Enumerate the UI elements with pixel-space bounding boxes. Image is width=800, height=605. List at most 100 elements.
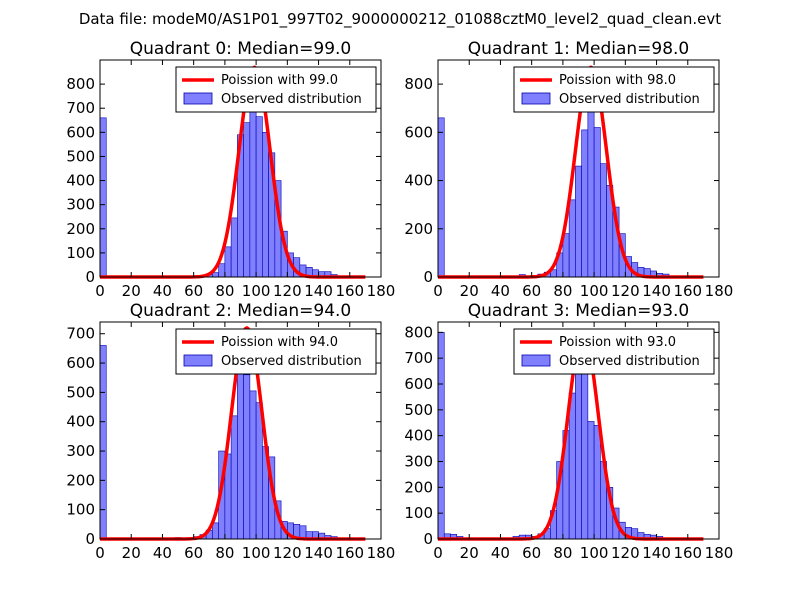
x-tick-label: 40 [153,544,172,562]
y-tick-label: 500 [66,147,95,165]
legend-box [513,328,715,375]
x-tick-label: 0 [95,282,105,300]
histogram-bar [255,402,263,540]
y-tick-label: 600 [404,123,433,141]
legend: Poission with 99.0 Observed distribution [175,66,377,113]
x-tick-label: 140 [642,282,671,300]
x-tick-label: 80 [215,544,234,562]
x-tick-label: 60 [522,282,541,300]
histogram-bar [262,132,269,278]
x-tick-label: 160 [673,544,702,562]
histogram-bar [243,374,251,540]
histogram-bar [249,390,257,540]
x-tick-label: 80 [215,282,234,300]
x-tick-label: 0 [433,544,443,562]
histogram-bars [99,95,344,278]
x-tick-label: 120 [273,544,302,562]
histogram-bar [255,116,263,278]
histogram-bar [587,107,595,278]
x-tick-label: 100 [580,282,609,300]
x-tick-label: 40 [491,544,510,562]
y-tick-label: 400 [66,172,95,190]
axes-frame [437,59,720,278]
legend: Poission with 94.0 Observed distribution [175,328,377,375]
y-tick-label: 500 [404,401,433,419]
legend-bar-swatch [521,92,551,105]
quadrant-1-chart: Quadrant 1: Median=98.0 0 20 40 60 80 100 120 14… [404,39,733,300]
x-tick-label: 180 [367,544,396,562]
histogram-bars [437,107,670,278]
histogram-bar [593,425,601,540]
legend-box [513,66,715,113]
legend-bar-swatch [183,92,213,105]
x-tick-label: 60 [184,544,203,562]
legend-label-poisson: Poission with 93.0 [559,335,676,350]
histogram-bar [587,421,595,540]
x-tick-label: 20 [460,544,479,562]
x-tick-label: 20 [460,282,479,300]
legend-label-observed: Observed distribution [221,92,362,107]
y-tick-label: 500 [66,383,95,401]
legend-label-observed: Observed distribution [559,92,700,107]
x-tick-label: 0 [433,282,443,300]
histogram-bar [568,199,576,278]
chart-title: Quadrant 1: Median=98.0 [468,39,690,59]
histogram-bar [568,392,576,540]
x-tick-label: 100 [580,544,609,562]
legend-bar-swatch [521,354,551,367]
x-tick-label: 0 [95,544,105,562]
y-tick-label: 400 [404,172,433,190]
legend-label-observed: Observed distribution [559,354,700,369]
legend-box [175,66,377,113]
quadrant-0-chart: Quadrant 0: Median=99.00 20 40 60 80 100 120 14… [66,39,395,300]
x-tick-label: 180 [705,544,734,562]
histogram-bars [99,331,338,540]
y-tick-label: 100 [66,244,95,262]
legend: Poission with 98.0 Observed distribution [513,66,715,113]
figure-suptitle: Data file: modeM0/AS1P01_997T02_90000002… [79,10,721,29]
legend-box [175,328,377,375]
y-tick-label: 800 [66,75,95,93]
y-tick-label: 300 [66,196,95,214]
x-tick-label: 20 [122,282,141,300]
y-tick-label: 0 [85,530,95,548]
legend-label-poisson: Poission with 94.0 [221,335,338,350]
x-tick-label: 40 [491,282,510,300]
legend-label-poisson: Poission with 98.0 [559,73,676,88]
x-tick-label: 180 [367,282,396,300]
y-tick-label: 700 [66,99,95,117]
x-tick-label: 100 [242,282,271,300]
histogram-bar [224,246,232,278]
y-tick-label: 300 [66,442,95,460]
x-tick-label: 140 [642,544,671,562]
axes-frame [437,321,720,540]
y-tick-label: 200 [404,220,433,238]
y-tick-label: 0 [423,530,433,548]
histogram-bar [212,522,219,540]
x-tick-label: 80 [553,282,572,300]
axes-frame [99,59,382,278]
chart-title: Quadrant 0: Median=99.0 [130,39,352,59]
x-tick-label: 120 [611,544,640,562]
y-tick-label: 200 [66,220,95,238]
histogram-bar [581,129,589,278]
x-tick-label: 40 [153,282,172,300]
y-tick-label: 700 [66,325,95,343]
histogram-bar [249,95,257,278]
legend-label-poisson: Poission with 99.0 [221,73,338,88]
chart-title: Quadrant 3: Median=93.0 [468,301,690,321]
histogram-bar [230,415,238,540]
y-tick-label: 600 [404,375,433,393]
x-tick-label: 100 [242,544,271,562]
y-tick-label: 100 [66,501,95,519]
histogram-bar [600,163,607,278]
legend-bar-swatch [183,354,213,367]
quadrant-3-chart: Quadrant 3: Median=93.00 20 40 60 80 100 120 14… [404,301,733,562]
y-tick-label: 200 [404,478,433,496]
y-tick-label: 0 [85,268,95,286]
x-tick-label: 160 [673,282,702,300]
y-tick-label: 300 [404,453,433,471]
x-tick-label: 160 [335,282,364,300]
y-tick-label: 400 [66,413,95,431]
